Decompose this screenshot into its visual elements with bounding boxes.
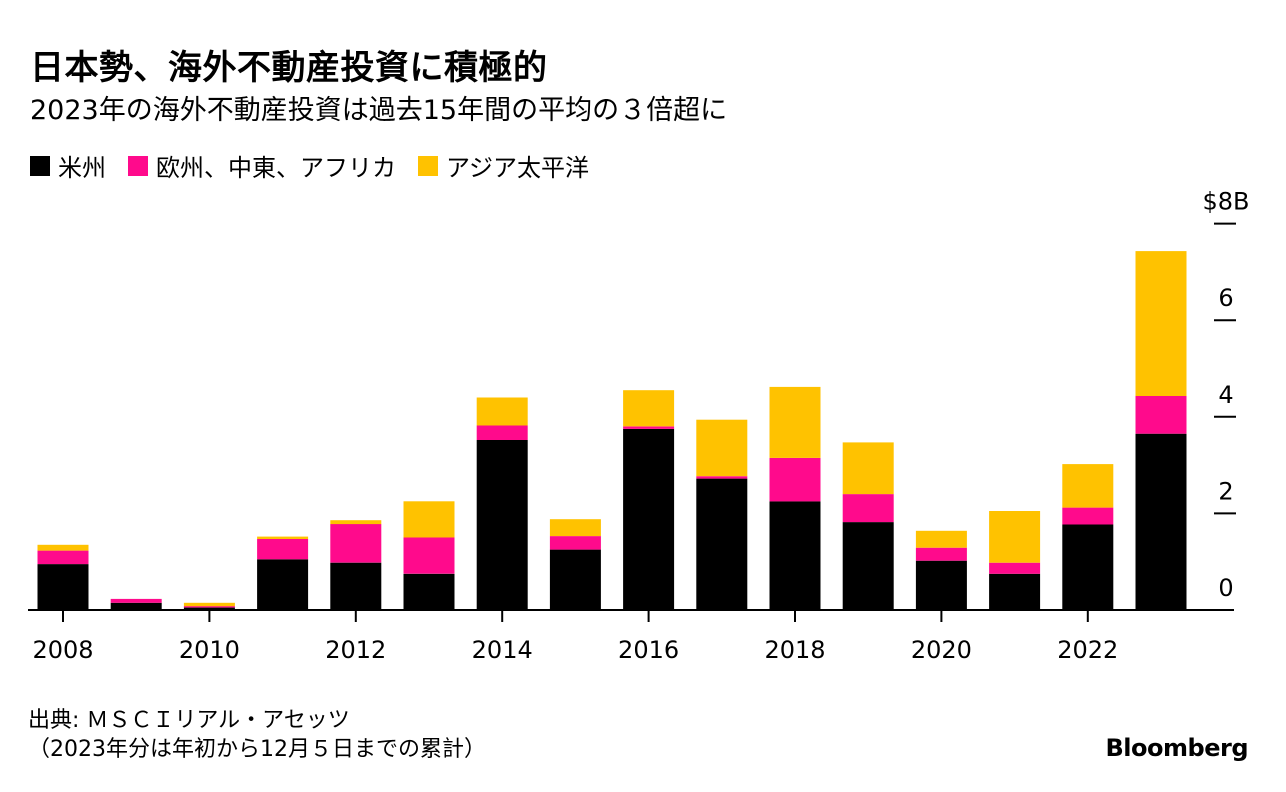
bar-americas-2019 xyxy=(842,522,894,610)
y-tick-label-4: 4 xyxy=(1218,381,1233,409)
bar-apac-2011 xyxy=(257,536,309,539)
x-tick-label-2020: 2020 xyxy=(911,636,972,664)
y-tick-label-8: $8B xyxy=(1202,188,1249,216)
bar-americas-2015 xyxy=(549,549,601,610)
bar-americas-2023 xyxy=(1135,433,1187,610)
bar-apac-2021 xyxy=(989,511,1041,563)
x-tick-label-2014: 2014 xyxy=(472,636,533,664)
bar-emea-2019 xyxy=(842,494,894,523)
bar-emea-2015 xyxy=(549,536,601,550)
bar-apac-2017 xyxy=(696,419,748,477)
x-tick-label-2022: 2022 xyxy=(1057,636,1118,664)
legend-swatch-apac xyxy=(418,155,438,176)
x-tick-label-2018: 2018 xyxy=(764,636,825,664)
bar-americas-2020 xyxy=(915,560,967,610)
bar-emea-2016 xyxy=(623,426,675,429)
legend-item-americas: 米州 xyxy=(30,148,106,183)
bar-emea-2011 xyxy=(257,539,309,560)
bar-apac-2018 xyxy=(769,386,821,458)
bar-americas-2021 xyxy=(989,573,1041,610)
bar-apac-2019 xyxy=(842,442,894,495)
bar-apac-2010 xyxy=(183,602,235,607)
bar-americas-2010 xyxy=(183,607,235,610)
bar-americas-2008 xyxy=(37,564,89,610)
bar-apac-2008 xyxy=(37,544,89,551)
bar-americas-2014 xyxy=(476,440,528,610)
bar-apac-2013 xyxy=(403,501,455,538)
bar-americas-2011 xyxy=(257,559,309,610)
y-tick-label-2: 2 xyxy=(1218,477,1233,505)
bar-apac-2015 xyxy=(549,519,601,537)
bar-americas-2013 xyxy=(403,573,455,610)
legend-label-americas: 米州 xyxy=(58,154,106,182)
y-tick-label-6: 6 xyxy=(1218,284,1233,312)
bar-apac-2012 xyxy=(330,520,382,525)
legend-swatch-americas xyxy=(30,155,50,176)
bar-emea-2021 xyxy=(989,562,1041,574)
bar-emea-2017 xyxy=(696,476,748,479)
bar-americas-2022 xyxy=(1062,524,1114,610)
x-tick-label-2016: 2016 xyxy=(618,636,679,664)
legend-label-emea: 欧州、中東、アフリカ xyxy=(156,154,396,182)
bar-emea-2022 xyxy=(1062,507,1114,525)
bar-emea-2009 xyxy=(110,598,162,603)
chart-title: 日本勢、海外不動産投資に積極的 xyxy=(30,48,548,88)
bar-americas-2016 xyxy=(623,428,675,610)
legend: 米州 欧州、中東、アフリカ アジア太平洋 xyxy=(30,148,611,183)
x-tick-label-2012: 2012 xyxy=(325,636,386,664)
source-line-2: （2023年分は年初から12月５日までの累計） xyxy=(28,737,486,762)
bar-americas-2018 xyxy=(769,501,821,610)
bar-emea-2014 xyxy=(476,425,528,440)
source-note: 出典: ＭＳＣＩリアル・アセッツ （2023年分は年初から12月５日までの累計） xyxy=(28,706,486,764)
bar-apac-2016 xyxy=(623,390,675,427)
legend-label-apac: アジア太平洋 xyxy=(446,154,590,182)
x-tick-label-2010: 2010 xyxy=(179,636,240,664)
bar-apac-2022 xyxy=(1062,464,1114,508)
legend-item-emea: 欧州、中東、アフリカ xyxy=(128,148,396,183)
bar-emea-2008 xyxy=(37,550,89,565)
legend-swatch-emea xyxy=(128,155,148,176)
bar-apac-2023 xyxy=(1135,251,1187,396)
source-line-1: 出典: ＭＳＣＩリアル・アセッツ xyxy=(28,708,350,733)
legend-item-apac: アジア太平洋 xyxy=(418,148,589,183)
bar-emea-2010 xyxy=(183,606,235,608)
x-tick-label-2008: 2008 xyxy=(32,636,93,664)
bar-emea-2012 xyxy=(330,524,382,563)
bar-emea-2020 xyxy=(915,547,967,561)
bar-emea-2018 xyxy=(769,457,821,502)
bar-apac-2020 xyxy=(915,530,967,548)
bar-americas-2009 xyxy=(110,602,162,610)
bloomberg-logo: Bloomberg xyxy=(1105,734,1249,762)
bar-emea-2023 xyxy=(1135,396,1187,434)
bar-apac-2014 xyxy=(476,397,528,426)
bar-americas-2012 xyxy=(330,562,382,610)
y-tick-label-0: 0 xyxy=(1218,574,1233,602)
bar-emea-2013 xyxy=(403,537,455,574)
chart-subtitle: 2023年の海外不動産投資は過去15年間の平均の３倍超に xyxy=(30,95,728,126)
bar-americas-2017 xyxy=(696,478,748,610)
